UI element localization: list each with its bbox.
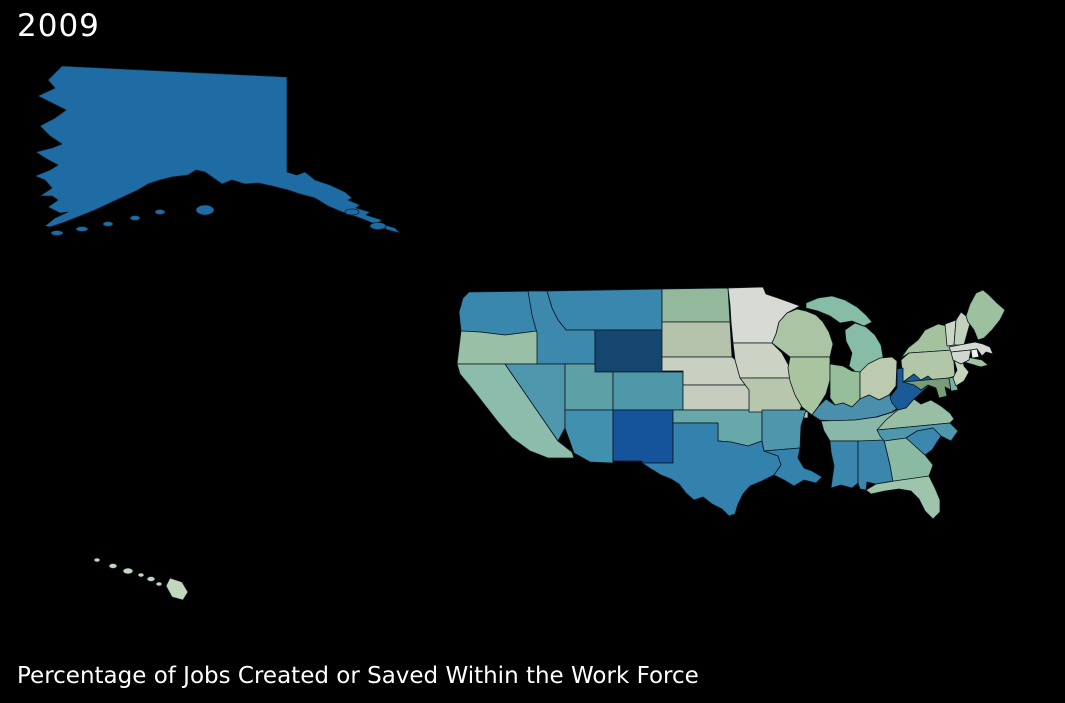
caption: Percentage of Jobs Created or Saved With… xyxy=(17,663,699,689)
state-virginia[interactable] xyxy=(876,398,955,431)
state-colorado[interactable] xyxy=(612,371,684,411)
state-montana[interactable] xyxy=(546,288,663,331)
state-michigan[interactable] xyxy=(805,295,884,374)
state-new-mexico[interactable] xyxy=(612,409,674,464)
state-mississippi[interactable] xyxy=(829,440,859,489)
state-south-carolina[interactable] xyxy=(905,427,942,456)
state-arkansas[interactable] xyxy=(761,409,807,452)
state-alaska[interactable] xyxy=(34,65,401,236)
state-texas[interactable] xyxy=(641,422,782,517)
state-washington[interactable] xyxy=(458,290,541,336)
state-kansas[interactable] xyxy=(682,384,758,411)
state-north-dakota[interactable] xyxy=(661,287,731,323)
year-label: 2009 xyxy=(17,8,100,44)
state-hawaii[interactable] xyxy=(93,557,189,601)
state-connecticut[interactable] xyxy=(950,349,972,365)
state-new-hampshire[interactable] xyxy=(953,311,972,346)
state-wyoming[interactable] xyxy=(594,329,665,373)
state-oregon[interactable] xyxy=(456,330,544,365)
state-louisiana[interactable] xyxy=(763,447,823,487)
state-south-dakota[interactable] xyxy=(661,321,733,358)
state-rhode-island[interactable] xyxy=(970,348,980,359)
state-maine[interactable] xyxy=(965,289,1006,341)
state-florida[interactable] xyxy=(865,475,941,520)
